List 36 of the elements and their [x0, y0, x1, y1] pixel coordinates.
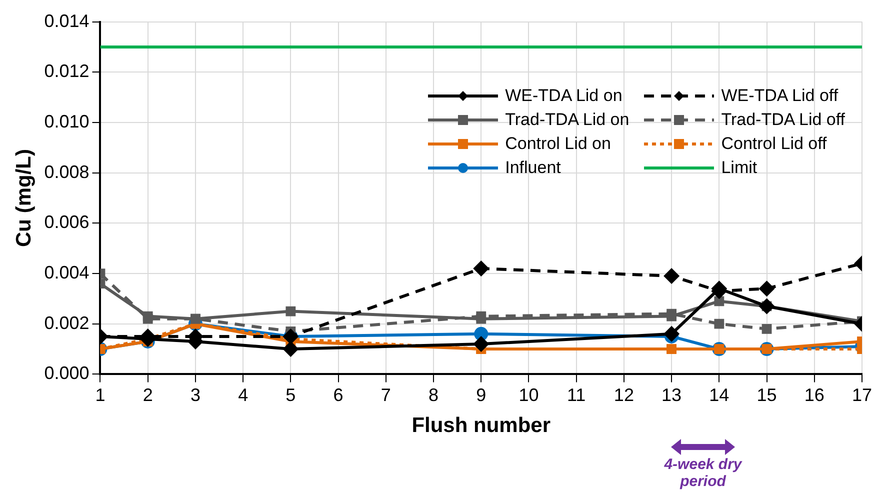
x-tick-label: 10 [518, 384, 539, 405]
x-tick-label: 1 [95, 384, 106, 405]
x-tick-label: 8 [428, 384, 439, 405]
y-tick-label: 0.006 [44, 212, 90, 232]
x-tick-label: 16 [804, 384, 824, 405]
x-tick-label: 12 [614, 384, 634, 405]
y-tick-label: 0.000 [44, 363, 90, 384]
x-tick-label: 4 [238, 384, 248, 405]
y-tick-label: 0.010 [44, 111, 90, 132]
x-tick-label: 9 [476, 384, 486, 405]
y-tick-label: 0.002 [44, 312, 90, 333]
text: 4-week dry period [663, 456, 743, 490]
legend-label: Trad-TDA Lid off [721, 110, 845, 130]
x-tick-label: 3 [190, 384, 200, 405]
x-tick-label: 5 [286, 384, 296, 405]
legend-label: Control Lid off [721, 134, 827, 154]
y-axis-title: Cu (mg/L) [12, 149, 36, 247]
y-tick-label: 0.004 [44, 262, 90, 282]
legend-label: WE-TDA Lid off [721, 86, 838, 106]
legend-label: WE-TDA Lid on [505, 86, 622, 106]
x-tick-label: 17 [852, 384, 872, 405]
legend-label: Control Lid on [505, 134, 611, 154]
x-axis-title: Flush number [412, 414, 551, 438]
y-tick-label: 0.014 [44, 10, 90, 31]
x-tick-label: 2 [142, 384, 153, 405]
legend-label: Influent [505, 158, 561, 178]
legend-label: Limit [721, 158, 758, 178]
x-tick-label: 7 [380, 384, 391, 405]
x-tick-label: 6 [333, 384, 344, 405]
x-tick-label: 14 [709, 384, 730, 405]
y-tick-label: 0.008 [44, 162, 90, 182]
y-tick-label: 0.012 [44, 61, 90, 82]
x-tick-label: 11 [566, 384, 586, 405]
x-tick-label: 15 [756, 384, 777, 405]
x-tick-label: 13 [662, 384, 682, 405]
legend-label: Trad-TDA Lid on [505, 110, 630, 130]
